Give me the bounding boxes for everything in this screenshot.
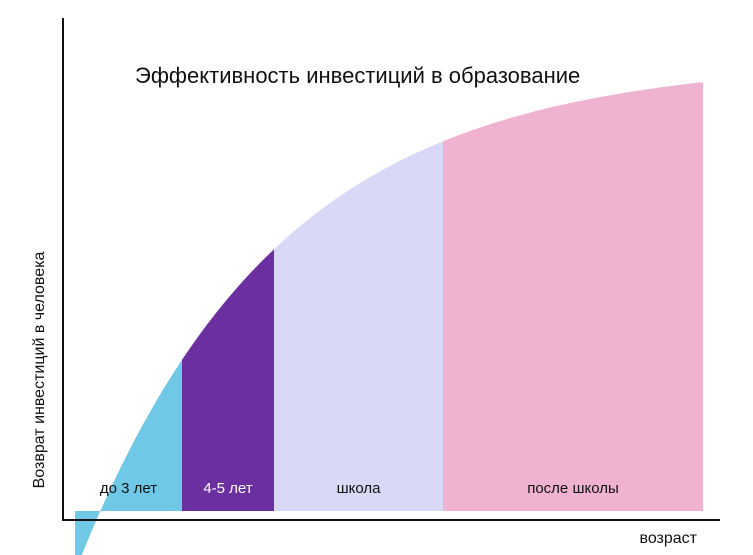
segment-label-3: школа (337, 480, 382, 497)
chart-title: Эффективность инвестиций в образование (135, 63, 580, 88)
segment-label-1: до 3 лет (100, 480, 157, 497)
segment-labels: до 3 лет 4-5 лет школа после школы (100, 480, 619, 497)
area-segment-2 (182, 249, 274, 512)
area-segment-3 (274, 141, 443, 512)
y-axis-label: Возврат инвестиций в человека (31, 252, 48, 489)
area-segment-4 (443, 82, 703, 511)
segment-label-4: после школы (527, 480, 619, 497)
segment-label-2: 4-5 лет (203, 480, 252, 497)
x-axis-label: возраст (640, 530, 698, 547)
chart-segments (75, 82, 703, 555)
area-segment-1 (75, 359, 182, 555)
